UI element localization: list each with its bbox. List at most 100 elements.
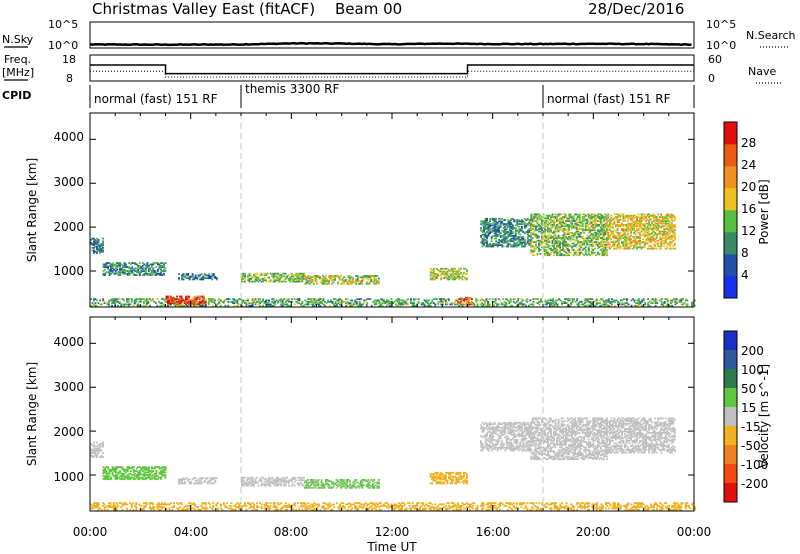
rti-cell (333, 304, 335, 307)
rti-cell (511, 244, 514, 246)
rti-cell (581, 216, 584, 218)
rti-cell (283, 298, 286, 300)
rti-cell (631, 239, 634, 242)
rti-cell (538, 249, 540, 251)
rti-cell (156, 268, 159, 271)
rti-cell (368, 277, 371, 280)
rti-cell (568, 235, 571, 238)
rti-cell (263, 272, 266, 275)
rti-cell (630, 242, 632, 245)
rti-cell (587, 251, 590, 254)
rti-cell (281, 280, 284, 283)
rti-cell (568, 214, 571, 217)
rti-cell (182, 508, 184, 511)
rti-cell (483, 229, 485, 232)
rti-cell (450, 302, 453, 304)
rti-cell (554, 251, 557, 254)
rti-cell (632, 508, 634, 511)
rti-cell (661, 239, 664, 242)
rti-cell (361, 277, 364, 280)
rti-cell (507, 219, 510, 221)
rti-cell (96, 246, 98, 249)
rti-cell (664, 221, 667, 224)
rti-cell (560, 249, 563, 251)
rti-cell (616, 243, 619, 246)
rti-cell (443, 506, 446, 508)
rti-cell (123, 502, 126, 504)
rti-cell (522, 245, 525, 248)
rti-cell (275, 278, 278, 280)
rti-cell (575, 246, 578, 249)
rti-cell (354, 300, 357, 303)
rti-cell (625, 238, 628, 241)
rti-cell (337, 507, 340, 510)
rti-cell (236, 302, 239, 304)
rti-cell (664, 237, 667, 239)
rti-cell (658, 235, 661, 238)
rti-cell (446, 303, 449, 306)
rti-cell (652, 234, 655, 237)
rti-cell (568, 249, 571, 251)
rti-cell (660, 237, 663, 239)
rti-cell (181, 275, 183, 278)
rti-cell (401, 506, 403, 508)
rti-cell (222, 502, 225, 504)
rti-cell (583, 243, 586, 246)
rti-cell (132, 304, 135, 307)
rti-cell (256, 279, 258, 282)
rti-cell (583, 220, 586, 222)
rti-cell (538, 245, 540, 247)
rti-cell (91, 242, 94, 245)
rti-cell (564, 298, 566, 300)
rti-cell (660, 247, 663, 250)
rti-cell (177, 304, 180, 307)
rti-cell (493, 231, 496, 233)
rti-cell (426, 300, 429, 303)
rti-cell (283, 504, 286, 507)
rti-cell (551, 220, 554, 222)
rti-cell (429, 508, 432, 511)
rti-cell (93, 249, 95, 252)
rti-cell (666, 220, 669, 222)
rti-cell (489, 242, 491, 245)
rti-cell (510, 219, 513, 221)
rti-cell (361, 507, 364, 510)
rti-cell (590, 229, 593, 232)
rti-cell (202, 278, 205, 281)
rti-cell (601, 506, 604, 508)
rti-cell (363, 504, 366, 507)
rti-cell (191, 507, 194, 510)
rti-cell (450, 278, 453, 281)
rti-cell (617, 502, 619, 504)
rti-cell (450, 275, 453, 278)
rti-cell (556, 245, 558, 247)
rti-cell (253, 504, 255, 507)
rti-cell (514, 227, 517, 229)
rti-cell (670, 247, 673, 250)
rti-cell (319, 300, 322, 303)
rti-cell (461, 504, 464, 507)
rti-cell (284, 504, 287, 507)
rti-cell (215, 278, 218, 281)
rti-cell (625, 242, 628, 245)
rti-cell (556, 246, 558, 249)
rti-cell (534, 226, 537, 229)
rti-cell (131, 262, 134, 264)
rti-cell (629, 508, 631, 511)
rti-cell (622, 220, 625, 222)
rti-cell (364, 508, 367, 511)
rti-cell (429, 506, 432, 508)
rti-cell (663, 225, 666, 228)
rti-cell (444, 271, 447, 274)
rti-cell (663, 300, 666, 303)
rti-cell (602, 238, 605, 241)
rti-cell (244, 274, 246, 276)
rti-cell (571, 231, 574, 234)
rti-cell (652, 247, 655, 250)
rti-cell (636, 235, 638, 238)
rti-cell (102, 250, 104, 253)
rti-cell (636, 216, 638, 218)
rti-cell (599, 216, 602, 218)
rti-cell (360, 506, 363, 508)
rti-cell (204, 506, 207, 508)
